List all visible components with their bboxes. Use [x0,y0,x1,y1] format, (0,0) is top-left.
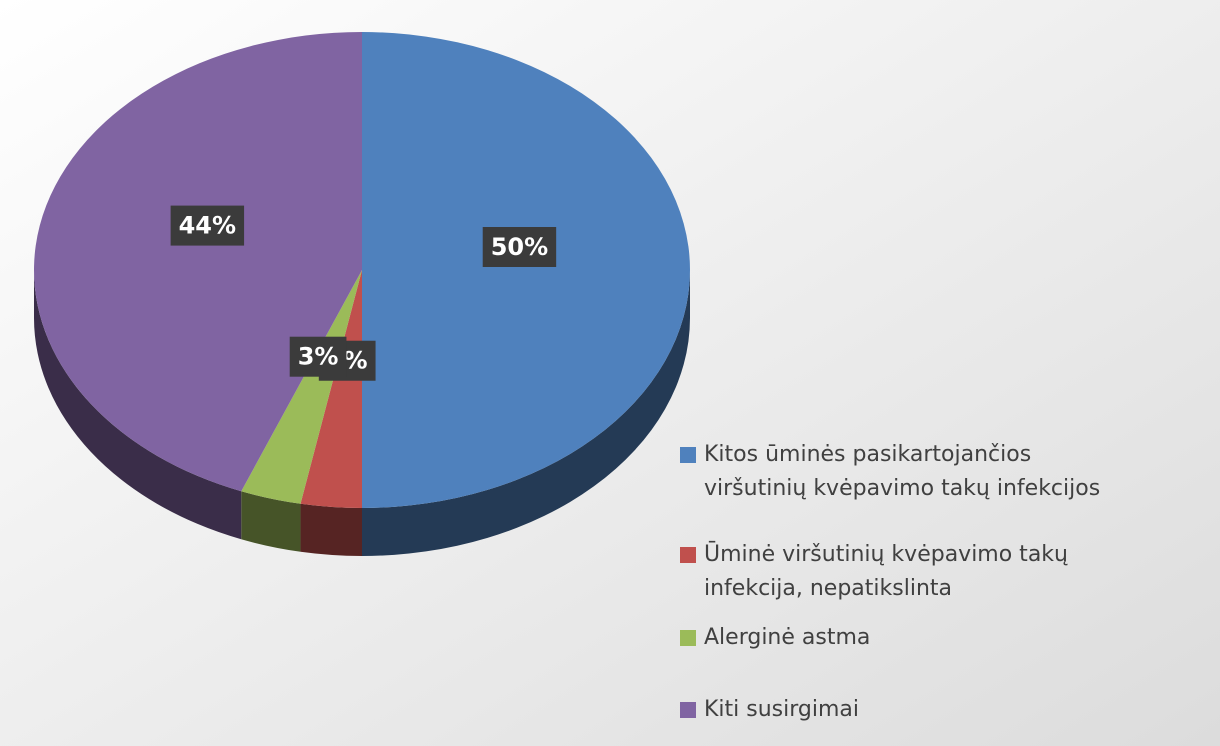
data-label: 44% [179,212,236,240]
legend-swatch [680,547,696,563]
legend-swatch [680,702,696,718]
data-label-box [482,227,557,267]
legend-label: Kiti susirgimai [704,697,859,722]
data-label: 50% [491,233,548,261]
data-label-box [170,205,245,246]
legend-label: Alerginė astma [704,625,870,650]
legend-swatch [680,630,696,646]
legend-line: Ūminė viršutinių kvėpavimo takų [704,541,1068,567]
data-label: 3% [298,343,339,371]
legend-line: viršutinių kvėpavimo takų infekcijos [704,476,1100,501]
legend-line: Kiti susirgimai [704,697,859,722]
slice-side [241,491,301,552]
legend-label: Kitos ūminės pasikartojančios viršutinių … [704,442,1100,501]
slice [362,32,690,508]
legend-line: Kitos ūminės pasikartojančios [704,442,1031,467]
legend-line: infekcija, nepatikslinta [704,576,952,601]
legend-line: Alerginė astma [704,625,870,650]
slice [241,270,362,504]
slice [300,270,362,508]
slice-side [34,270,242,540]
data-label-box [289,336,347,377]
legend-label: Ūminė viršutinių kvėpavimo takų infekcija… [704,541,1068,601]
legend-swatch [680,447,696,463]
slice-side [300,503,362,556]
slice-side [362,270,690,556]
slice [33,32,362,492]
